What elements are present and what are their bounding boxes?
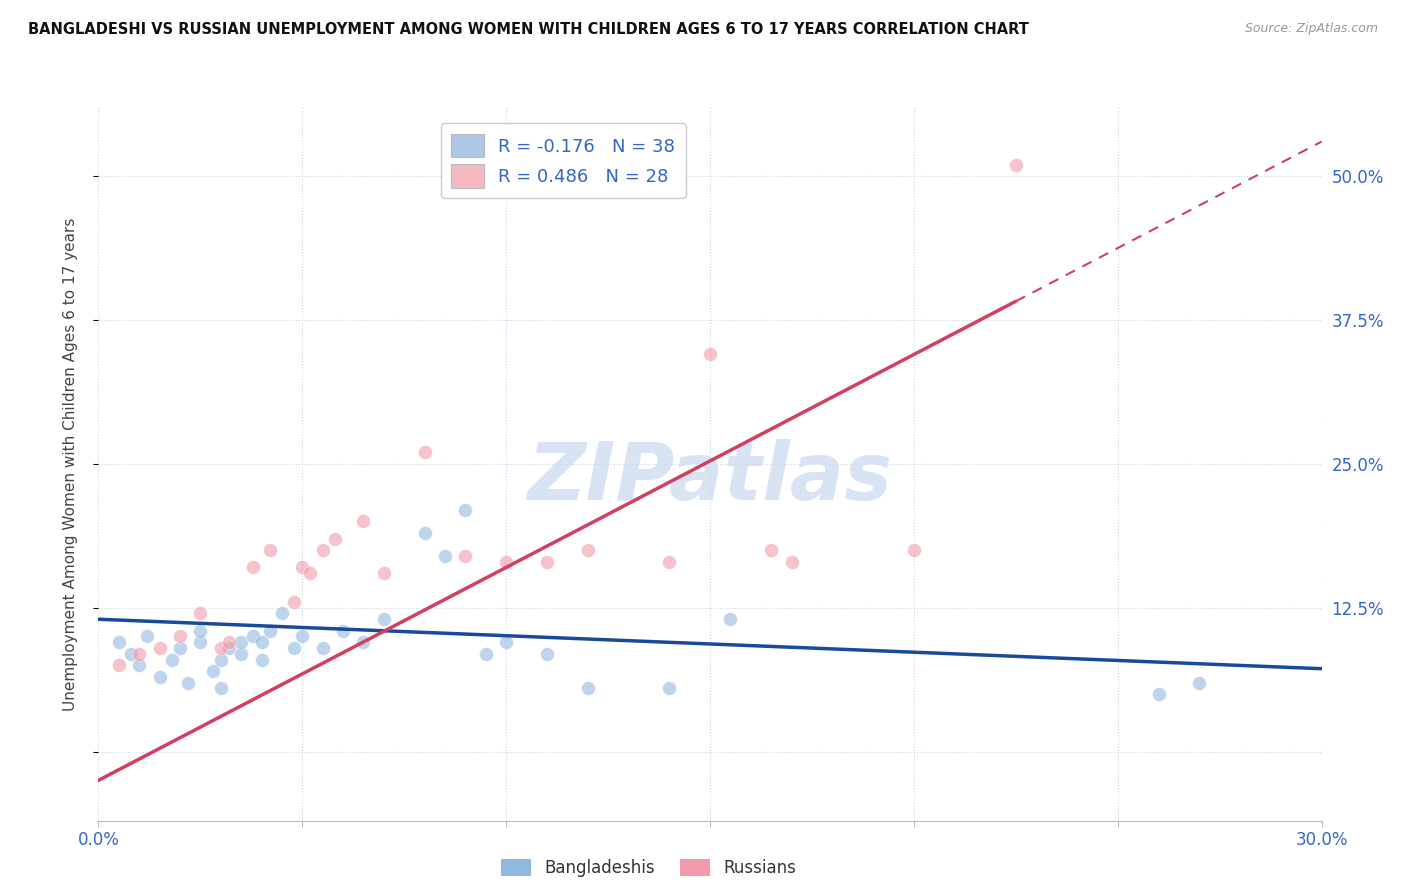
- Point: [169, 630, 191, 644]
- Text: ZIPatlas: ZIPatlas: [527, 439, 893, 517]
- Point: [352, 515, 374, 529]
- Point: [169, 640, 191, 655]
- Point: [1004, 158, 1026, 172]
- Point: [149, 670, 172, 684]
- Point: [283, 640, 305, 655]
- Point: [699, 347, 721, 361]
- Point: [516, 180, 538, 194]
- Point: [413, 445, 436, 459]
- Text: BANGLADESHI VS RUSSIAN UNEMPLOYMENT AMONG WOMEN WITH CHILDREN AGES 6 TO 17 YEARS: BANGLADESHI VS RUSSIAN UNEMPLOYMENT AMON…: [28, 22, 1029, 37]
- Point: [780, 555, 803, 569]
- Point: [242, 630, 264, 644]
- Point: [283, 595, 305, 609]
- Point: [720, 612, 742, 626]
- Point: [188, 624, 212, 638]
- Text: Source: ZipAtlas.com: Source: ZipAtlas.com: [1244, 22, 1378, 36]
- Legend: Bangladeshis, Russians: Bangladeshis, Russians: [495, 852, 803, 884]
- Point: [270, 607, 294, 621]
- Point: [373, 612, 395, 626]
- Point: [108, 635, 131, 649]
- Point: [188, 607, 212, 621]
- Point: [177, 675, 200, 690]
- Point: [291, 560, 314, 574]
- Point: [903, 543, 925, 558]
- Point: [128, 647, 150, 661]
- Point: [291, 630, 314, 644]
- Point: [218, 640, 240, 655]
- Point: [231, 647, 253, 661]
- Point: [373, 566, 395, 581]
- Point: [332, 624, 354, 638]
- Point: [434, 549, 457, 563]
- Point: [352, 635, 374, 649]
- Point: [536, 555, 558, 569]
- Point: [209, 652, 232, 666]
- Point: [149, 640, 172, 655]
- Point: [1147, 687, 1170, 701]
- Point: [108, 658, 131, 673]
- Point: [250, 635, 273, 649]
- Point: [658, 681, 681, 696]
- Point: [201, 664, 224, 678]
- Point: [259, 624, 281, 638]
- Point: [209, 640, 232, 655]
- Point: [454, 549, 477, 563]
- Point: [413, 525, 436, 540]
- Point: [231, 635, 253, 649]
- Point: [259, 543, 281, 558]
- Point: [250, 652, 273, 666]
- Point: [209, 681, 232, 696]
- Point: [495, 635, 517, 649]
- Point: [658, 555, 681, 569]
- Point: [761, 543, 783, 558]
- Point: [188, 635, 212, 649]
- Point: [454, 503, 477, 517]
- Point: [312, 640, 335, 655]
- Point: [160, 652, 183, 666]
- Point: [128, 658, 150, 673]
- Point: [312, 543, 335, 558]
- Point: [536, 647, 558, 661]
- Point: [323, 532, 346, 546]
- Point: [136, 630, 159, 644]
- Point: [218, 635, 240, 649]
- Point: [474, 647, 498, 661]
- Point: [1188, 675, 1211, 690]
- Point: [495, 555, 517, 569]
- Point: [242, 560, 264, 574]
- Y-axis label: Unemployment Among Women with Children Ages 6 to 17 years: Unemployment Among Women with Children A…: [63, 217, 77, 711]
- Point: [576, 681, 599, 696]
- Point: [299, 566, 322, 581]
- Point: [576, 543, 599, 558]
- Point: [120, 647, 142, 661]
